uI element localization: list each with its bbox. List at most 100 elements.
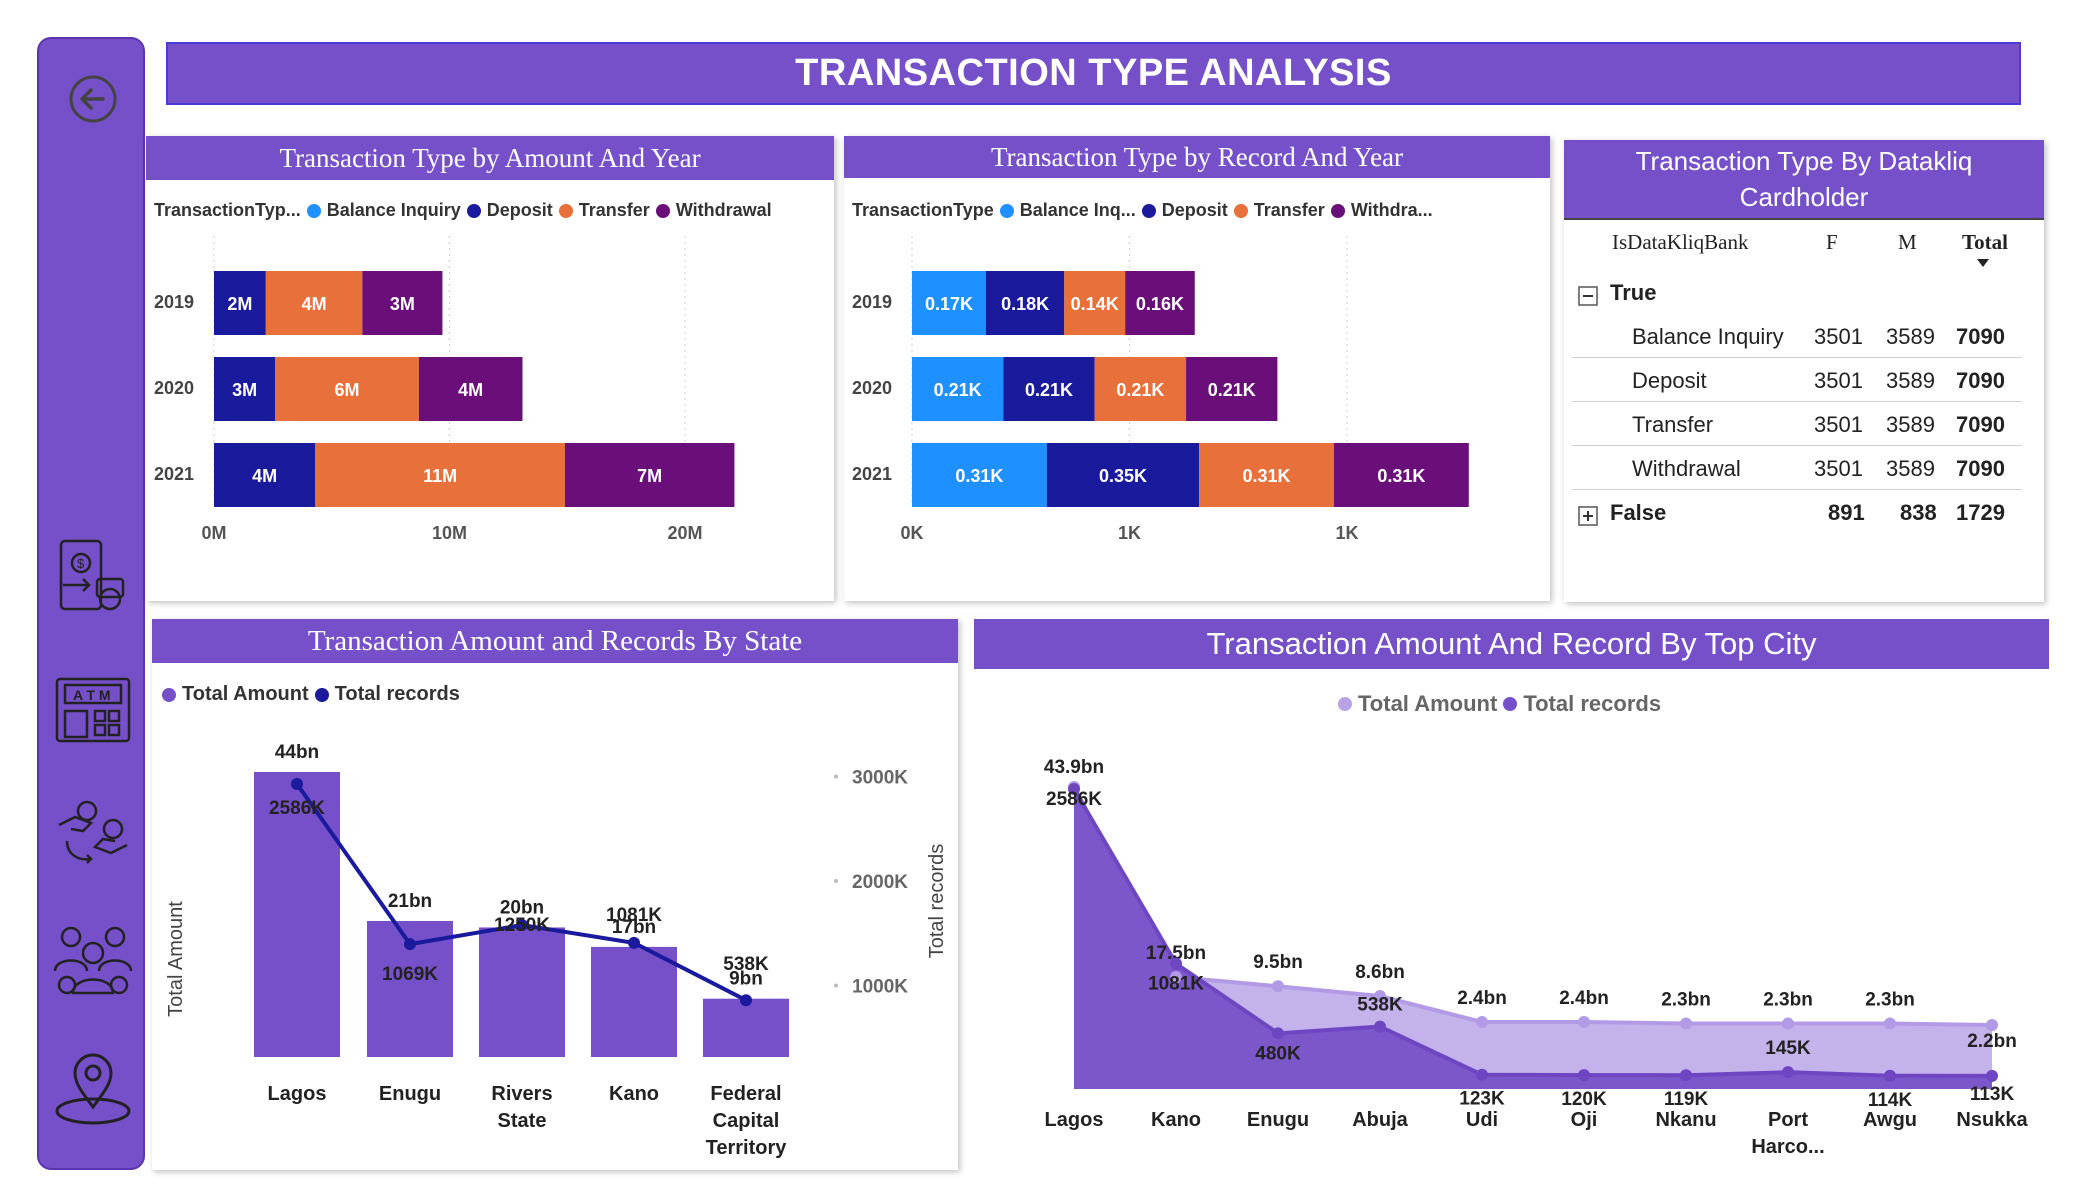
phone-money-icon[interactable]: $ [45,529,141,625]
legend-item[interactable]: Balance Inq... [1019,200,1136,220]
table-row[interactable]: Deposit 3501 3589 7090 [1572,358,2022,402]
records-data-label: 480K [1255,1043,1301,1064]
y-tick-label: 2019 [852,292,892,312]
records-data-label: 145K [1765,1038,1811,1059]
bar-segment[interactable] [912,271,986,335]
amount-point[interactable] [1986,1019,1998,1031]
bar[interactable] [254,772,340,1057]
amount-data-label: 2.3bn [1865,990,1915,1011]
bar-segment[interactable] [214,443,316,507]
records-point[interactable] [1680,1069,1692,1082]
bar-segment[interactable] [912,357,1004,421]
amount-data-label: 2.3bn [1763,990,1813,1011]
table-row[interactable]: Transfer 3501 3589 7090 [1572,402,2022,446]
records-point[interactable] [1986,1069,1998,1082]
amount-data-label: 2.2bn [1967,1031,2017,1052]
records-point[interactable] [1170,957,1182,970]
records-point[interactable] [1476,1068,1488,1081]
line-point[interactable] [740,994,752,1007]
sort-desc-icon[interactable] [1976,258,1990,268]
amount-point[interactable] [1170,971,1182,984]
bar-segment[interactable] [362,271,443,335]
group-label: True [1610,280,1657,305]
amount-point[interactable] [1782,1017,1794,1030]
amount-point[interactable] [1680,1017,1692,1030]
amount-point[interactable] [1578,1016,1590,1028]
sidebar: $ A T M [37,37,145,1170]
bar-segment[interactable] [912,443,1047,507]
state-chart-panel: Transaction Amount and Records By State … [152,619,958,1170]
panel-title: Transaction Amount And Record By Top Cit… [974,619,2049,669]
x-tick-label: Capital [713,1110,780,1132]
amount-point[interactable] [1884,1017,1896,1030]
legend-item[interactable]: Total records [1523,691,1662,716]
records-point[interactable] [1578,1069,1590,1082]
records-point[interactable] [1782,1066,1794,1079]
x-tick-label: Federal [710,1083,781,1105]
legend-item[interactable]: Total records [334,683,460,705]
amount-point[interactable] [1272,980,1284,993]
line-point[interactable] [291,778,303,790]
table-row[interactable]: Withdrawal 3501 3589 7090 [1572,446,2022,490]
legend-item[interactable]: Deposit [486,200,553,220]
collapse-icon[interactable] [1578,286,1598,306]
column-header[interactable]: IsDataKliqBank [1612,230,1749,254]
legend-item[interactable]: Deposit [1161,200,1228,220]
legend-item[interactable]: Balance Inquiry [326,200,461,220]
amount-point[interactable] [1374,989,1386,1002]
bar-segment[interactable] [418,357,523,421]
bar-segment[interactable] [265,271,363,335]
bar[interactable] [591,946,677,1057]
cell-m: 3589 [1886,456,1935,481]
bar-segment[interactable] [1186,357,1278,421]
back-arrow-icon[interactable] [45,51,141,147]
bar-segment[interactable] [275,357,419,421]
people-group-icon[interactable] [45,911,141,1007]
expand-icon[interactable] [1578,506,1598,526]
amount-area [1074,787,1992,1089]
bar-segment[interactable] [315,443,565,507]
atm-icon[interactable]: A T M [45,663,141,759]
bar[interactable] [479,927,565,1057]
bar-segment[interactable] [1046,443,1200,507]
bar-segment[interactable] [1125,271,1195,335]
legend-item[interactable]: Transfer [578,200,650,220]
records-point[interactable] [1884,1069,1896,1082]
records-point[interactable] [1068,783,1080,795]
group-row-false[interactable]: False 891 838 1729 [1572,490,2022,534]
data-label: 0.21K [1025,380,1073,400]
column-header[interactable]: Total [1962,230,2008,254]
legend-item[interactable]: Total Amount [1358,691,1498,716]
bar-segment[interactable] [564,443,735,507]
group-row-true[interactable]: True [1572,270,2022,314]
bar-segment[interactable] [985,271,1065,335]
legend-item[interactable]: Transfer [1253,200,1325,220]
cell-total: 7090 [1956,368,2005,393]
bar-data-label: 17bn [612,917,656,938]
column-header[interactable]: M [1898,230,1917,254]
cell-m: 3589 [1886,368,1935,393]
records-point[interactable] [1272,1027,1284,1040]
bar-segment[interactable] [214,357,276,421]
data-label: 0.31K [955,466,1003,486]
bar[interactable] [703,998,789,1057]
hand-money-exchange-icon[interactable] [45,787,141,883]
bar-segment[interactable] [1333,443,1469,507]
amount-data-label: 2.3bn [1661,990,1711,1011]
line-point[interactable] [628,936,640,949]
bar-segment[interactable] [1064,271,1126,335]
legend-item[interactable]: Withdrawal [675,200,772,220]
bar-segment[interactable] [1003,357,1095,421]
legend-item[interactable]: Withdra... [1350,200,1433,220]
bar-segment[interactable] [214,271,266,335]
legend-item[interactable]: Total Amount [182,683,309,705]
bar-segment[interactable] [1199,443,1334,507]
amount-point[interactable] [1476,1016,1488,1028]
line-point[interactable] [516,919,528,932]
map-pin-icon[interactable] [45,1039,141,1135]
records-point[interactable] [1374,1020,1386,1033]
line-point[interactable] [404,938,416,951]
column-header[interactable]: F [1826,230,1838,254]
bar-segment[interactable] [1094,357,1187,421]
table-row[interactable]: Balance Inquiry 3501 3589 7090 [1572,314,2022,358]
